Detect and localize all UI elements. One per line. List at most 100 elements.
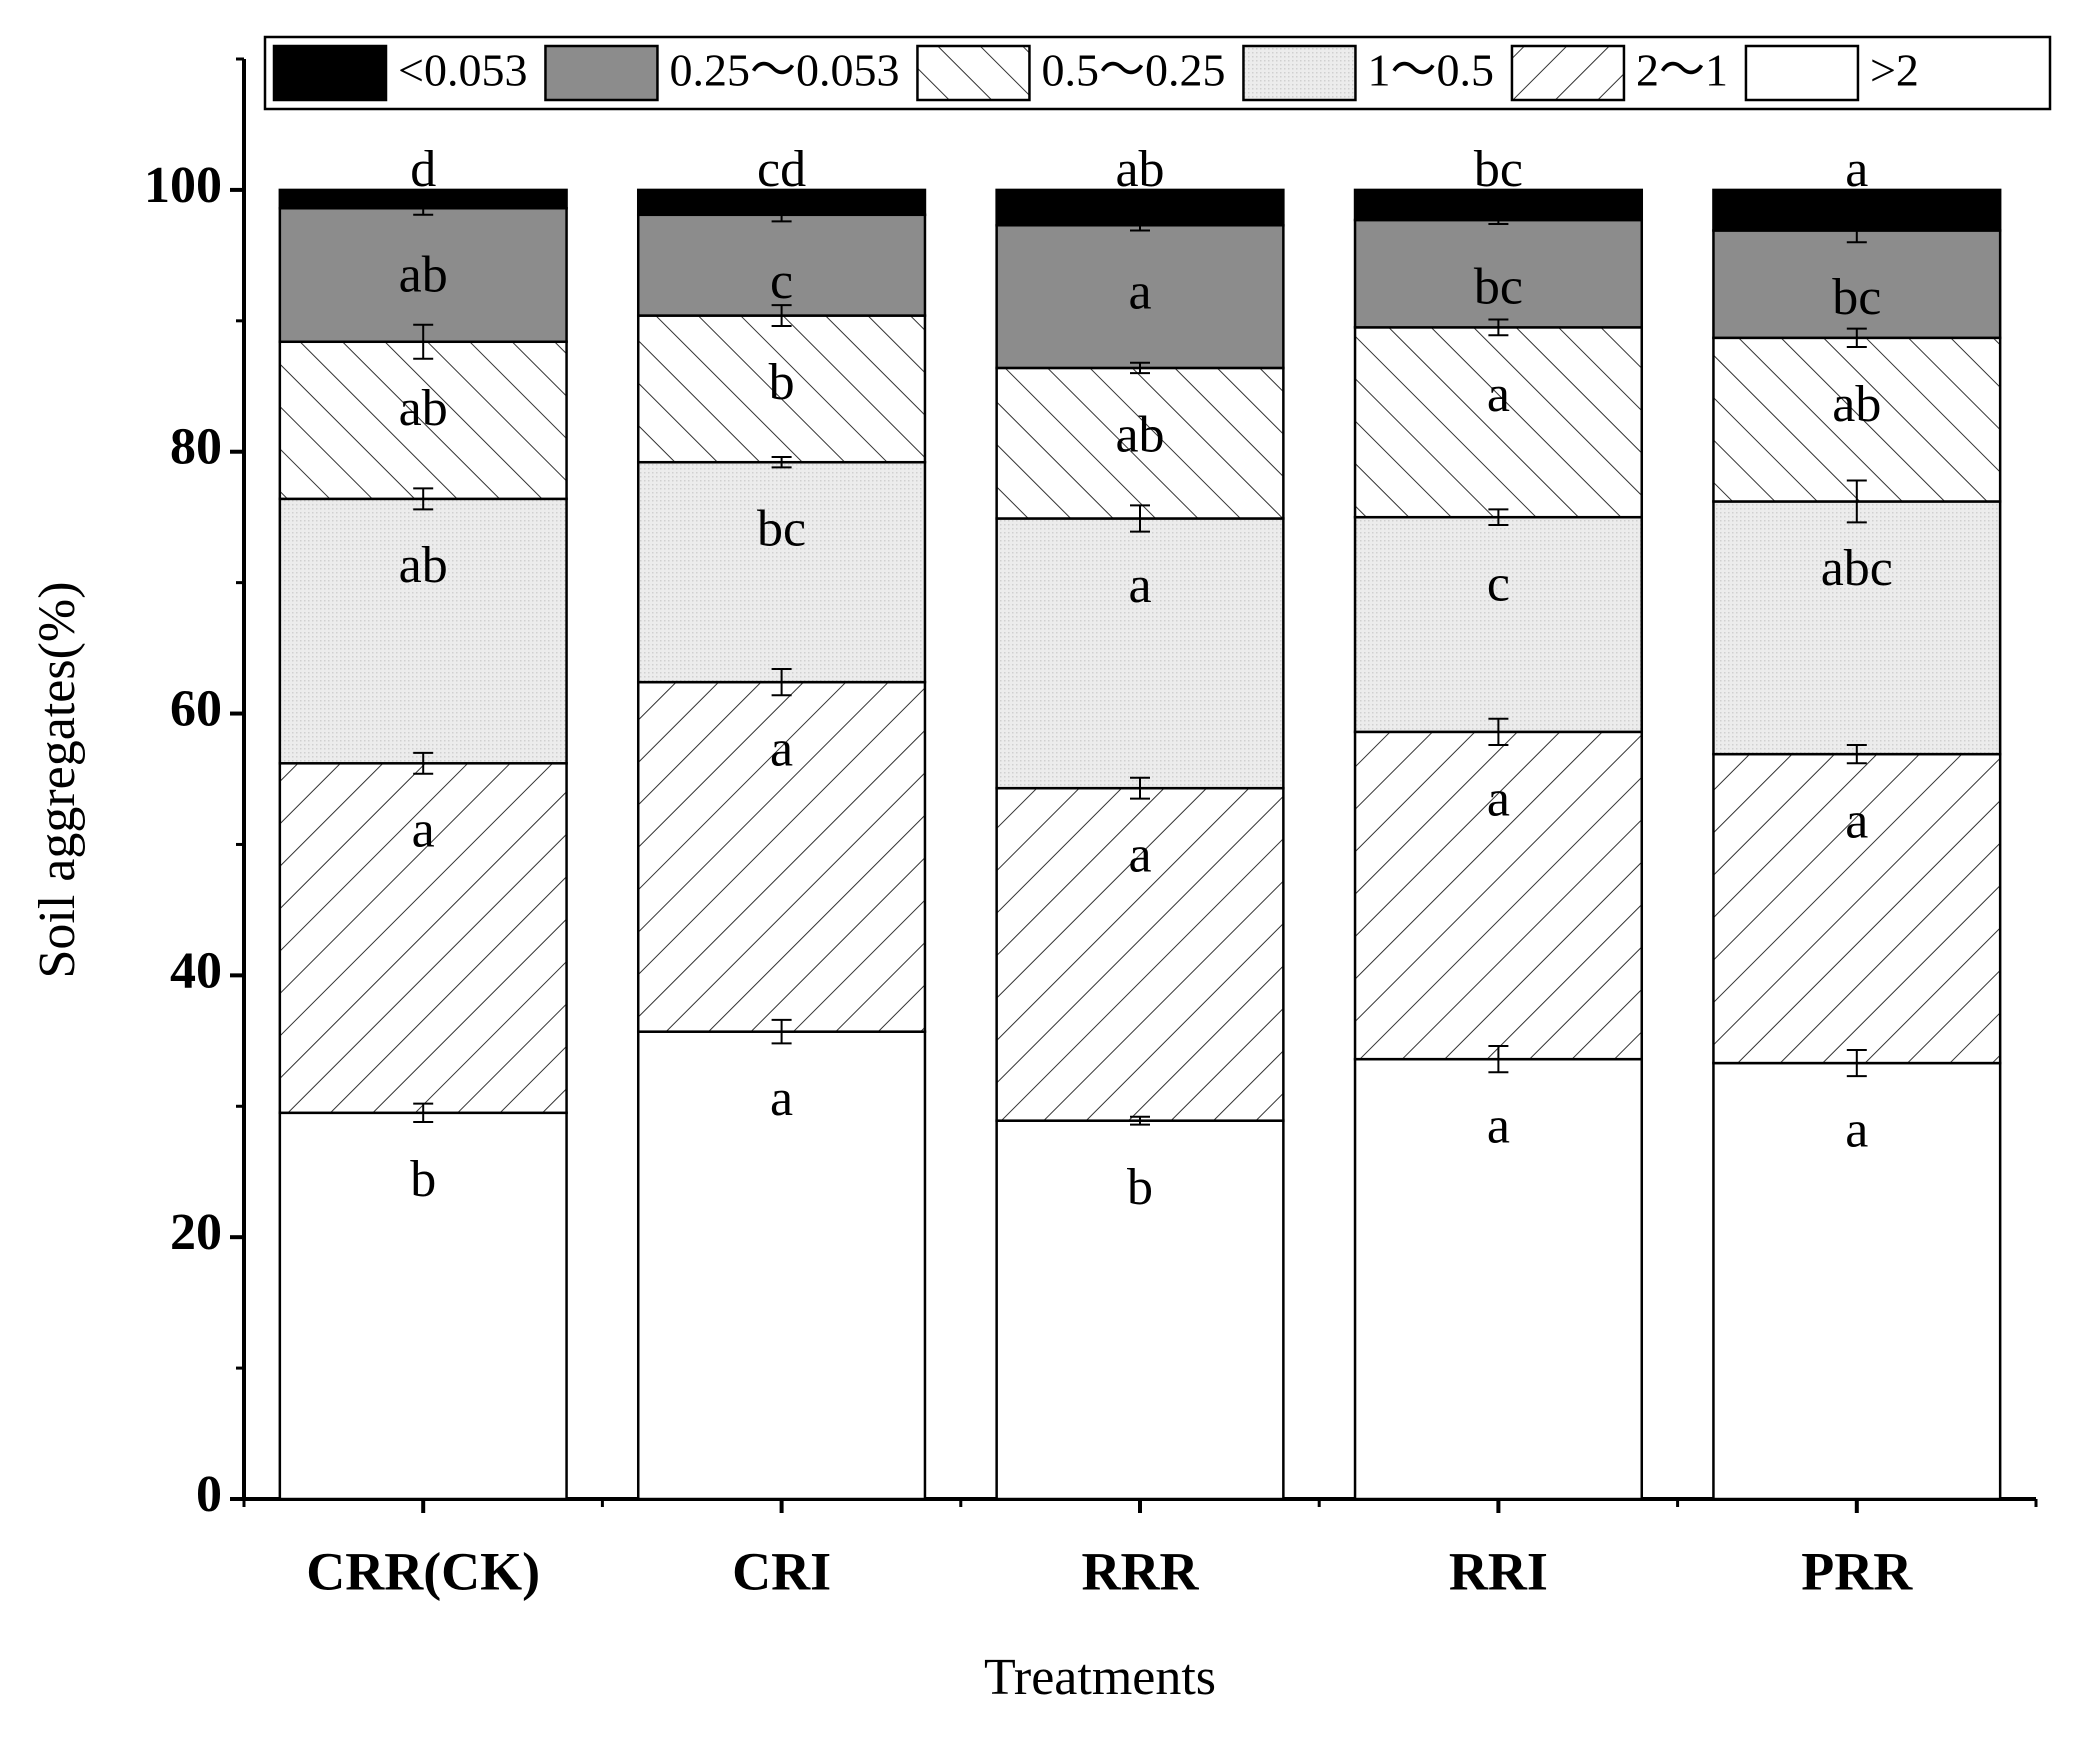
significance-letter: a — [770, 1070, 793, 1127]
significance-letter: a — [1128, 264, 1151, 321]
significance-letter: b — [1127, 1159, 1153, 1216]
error-bar — [413, 323, 434, 360]
error-bar — [771, 304, 792, 328]
error-bar — [1846, 217, 1867, 244]
error-bar — [413, 200, 434, 216]
error-bar — [1846, 327, 1867, 348]
error-bar — [1130, 776, 1150, 800]
significance-letter: a — [1845, 793, 1868, 850]
significance-letter: ab — [1115, 406, 1164, 463]
bar-segment — [995, 366, 1285, 520]
bar-segment — [1712, 500, 2002, 756]
bar-segment — [1712, 1061, 2002, 1501]
error-bar — [771, 668, 792, 697]
legend-swatch — [544, 44, 659, 102]
bar-segment — [1353, 1057, 1644, 1501]
legend-swatch — [272, 44, 388, 102]
significance-letter: ab — [399, 380, 448, 437]
error-bar — [1488, 1045, 1509, 1074]
error-bar — [771, 207, 792, 223]
error-bar — [413, 487, 434, 511]
y-axis-title: Soil aggregates(%) — [29, 581, 86, 978]
significance-letter: a — [1845, 1101, 1868, 1158]
bar-segment — [636, 213, 927, 317]
significance-letter: ab — [399, 537, 448, 594]
y-tick-label: 60 — [170, 680, 222, 737]
error-bar — [413, 751, 434, 775]
bar-segment — [636, 1030, 927, 1501]
bar-segment — [636, 460, 927, 684]
legend-label: >2 — [1870, 45, 1919, 96]
error-bar — [1130, 504, 1150, 533]
error-bar — [1846, 479, 1867, 524]
y-tick-label: 20 — [170, 1204, 222, 1261]
x-tick-label: RRI — [1449, 1541, 1548, 1601]
bar-segment — [995, 517, 1285, 790]
error-bar — [1130, 361, 1150, 375]
error-bar — [1130, 219, 1150, 232]
bar-segment — [995, 786, 1285, 1122]
legend-label: 2～1 — [1636, 45, 1728, 96]
y-tick-label: 0 — [196, 1466, 222, 1523]
error-bar — [1846, 1048, 1867, 1078]
error-bar — [1130, 1115, 1150, 1126]
x-tick-label: RRR — [1082, 1541, 1200, 1601]
bar-segment — [278, 1111, 568, 1501]
legend-label: 1～0.5 — [1367, 45, 1494, 96]
bar-segment — [995, 224, 1285, 370]
y-tick-label: 80 — [170, 419, 222, 476]
significance-letter: abc — [1821, 540, 1893, 597]
error-bar — [1846, 743, 1867, 765]
significance-letter: cd — [757, 141, 806, 198]
error-bar — [1488, 215, 1509, 225]
error-bar — [771, 1018, 792, 1045]
bar-segment — [1353, 326, 1644, 519]
significance-letter: ab — [1832, 376, 1881, 433]
x-tick-label: CRR(CK) — [306, 1541, 540, 1601]
legend-swatch — [916, 44, 1031, 102]
legend-swatch — [1242, 44, 1357, 102]
legend-swatch — [1744, 44, 1860, 102]
significance-letter: a — [412, 802, 435, 859]
significance-letter: c — [1487, 556, 1510, 613]
significance-letter: bc — [1474, 141, 1523, 198]
x-tick-label: PRR — [1801, 1541, 1913, 1601]
error-bar — [1488, 508, 1509, 527]
legend-swatch — [1510, 44, 1626, 102]
bar-segment — [1353, 730, 1644, 1061]
significance-letter: ab — [399, 247, 448, 304]
error-bar — [771, 455, 792, 469]
significance-letter: a — [1845, 141, 1868, 198]
significance-letter: d — [410, 141, 436, 198]
legend-label: 0.5～0.25 — [1041, 45, 1225, 96]
x-tick-label: CRI — [732, 1541, 831, 1601]
y-tick-label: 100 — [144, 157, 222, 214]
significance-letter: b — [410, 1151, 436, 1208]
significance-letter: bc — [1474, 258, 1523, 315]
legend-label: <0.053 — [398, 45, 527, 96]
significance-letter: bc — [757, 501, 806, 558]
x-axis-title: Treatments — [984, 1649, 1216, 1706]
significance-letter: a — [1128, 557, 1151, 614]
bar-segment — [1353, 188, 1644, 222]
significance-letter: ab — [1115, 141, 1164, 198]
significance-letter: a — [1128, 827, 1151, 884]
bar-segment — [278, 206, 568, 344]
significance-letter: bc — [1832, 269, 1881, 326]
legend-label: 0.25～0.053 — [669, 45, 899, 96]
error-bar — [1488, 717, 1509, 746]
error-bar — [413, 1102, 434, 1123]
y-tick-label: 40 — [170, 942, 222, 999]
significance-letter: a — [1487, 770, 1510, 827]
bar-segment — [1712, 229, 2002, 340]
significance-letter: a — [1487, 1098, 1510, 1155]
significance-letter: b — [769, 354, 795, 411]
bar-segment — [1353, 515, 1644, 734]
bar-segment — [278, 762, 568, 1115]
error-bar — [1488, 318, 1509, 337]
bar-segment — [278, 497, 568, 765]
significance-letter: a — [770, 721, 793, 778]
significance-letter: c — [770, 253, 793, 310]
